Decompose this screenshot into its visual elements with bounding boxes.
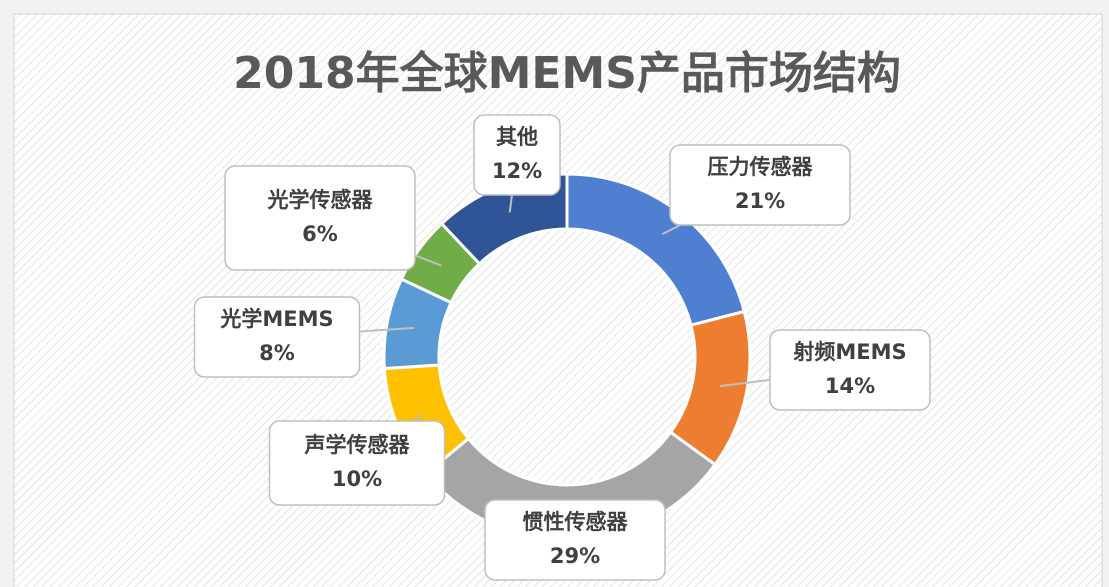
data-label-name: 射频MEMS — [792, 340, 906, 364]
callout-box — [473, 114, 561, 196]
data-label-name: 光学传感器 — [267, 188, 374, 212]
data-label-value: 8% — [259, 341, 295, 365]
callout-box — [769, 329, 931, 411]
data-label-value: 12% — [492, 159, 542, 183]
data-label-value: 6% — [302, 222, 338, 246]
callout-box — [193, 296, 361, 378]
data-label-name: 声学传感器 — [304, 433, 411, 457]
data-label-name: 光学MEMS — [219, 307, 333, 331]
callout-box — [268, 420, 446, 506]
data-label-value: 10% — [332, 467, 382, 491]
callout-box — [669, 144, 851, 226]
donut-segment — [439, 172, 569, 266]
data-label-name: 其他 — [496, 125, 538, 149]
data-label-value: 29% — [550, 544, 600, 568]
data-label-name: 惯性传感器 — [523, 510, 629, 534]
callout-box — [224, 165, 416, 271]
callout-box — [484, 499, 666, 581]
data-label-name: 压力传感器 — [708, 155, 814, 179]
chart-title: 2018年全球MEMS产品市场结构 — [233, 48, 901, 99]
data-label-value: 21% — [735, 189, 785, 213]
data-label-value: 14% — [825, 374, 875, 398]
